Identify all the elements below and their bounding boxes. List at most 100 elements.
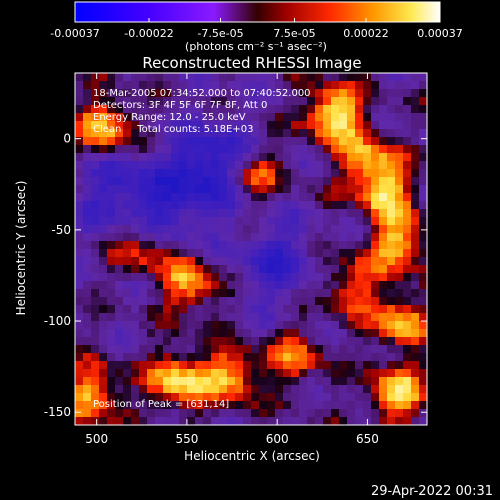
image-pixel [363, 409, 372, 418]
image-pixel [355, 209, 364, 218]
image-pixel [179, 329, 188, 338]
image-pixel [91, 393, 100, 402]
image-pixel [299, 97, 308, 106]
image-pixel [403, 81, 412, 90]
image-pixel [267, 289, 276, 298]
image-pixel [171, 353, 180, 362]
image-pixel [131, 137, 140, 146]
image-pixel [331, 169, 340, 178]
image-pixel [299, 393, 308, 402]
image-pixel [291, 217, 300, 226]
image-pixel [179, 225, 188, 234]
image-pixel [107, 393, 116, 402]
image-pixel [339, 73, 348, 82]
image-pixel [355, 289, 364, 298]
image-pixel [75, 145, 84, 154]
image-pixel [283, 417, 292, 425]
image-pixel [387, 409, 396, 418]
image-pixel [275, 121, 284, 130]
image-pixel [339, 97, 348, 106]
image-pixel [323, 73, 332, 82]
image-pixel [211, 225, 220, 234]
image-pixel [139, 97, 148, 106]
image-pixel [395, 209, 404, 218]
image-pixel [411, 113, 420, 122]
image-pixel [339, 305, 348, 314]
time-range-label: 18-Mar-2005 07:34:52.000 to 07:40:52.000 [93, 88, 311, 99]
image-pixel [411, 153, 420, 162]
image-pixel [171, 89, 180, 98]
image-pixel [379, 225, 388, 234]
image-pixel [403, 409, 412, 418]
image-pixel [219, 337, 228, 346]
image-pixel [379, 345, 388, 354]
image-pixel [291, 289, 300, 298]
image-pixel [227, 281, 236, 290]
image-pixel [211, 321, 220, 330]
image-pixel [155, 369, 164, 378]
image-pixel [363, 289, 372, 298]
image-pixel [211, 305, 220, 314]
image-pixel [251, 361, 260, 370]
image-pixel [347, 281, 356, 290]
image-pixel [99, 105, 108, 114]
image-pixel [355, 193, 364, 202]
image-pixel [251, 377, 260, 386]
image-pixel [187, 297, 196, 306]
image-pixel [403, 201, 412, 210]
image-pixel [283, 353, 292, 362]
image-pixel [259, 369, 268, 378]
colorbar-tick-label: -0.00022 [124, 27, 173, 40]
image-pixel [251, 201, 260, 210]
image-pixel [227, 393, 236, 402]
image-pixel [107, 121, 116, 130]
image-pixel [171, 105, 180, 114]
image-pixel [99, 153, 108, 162]
image-pixel [155, 113, 164, 122]
image-pixel [171, 369, 180, 378]
image-pixel [227, 145, 236, 154]
image-pixel [395, 169, 404, 178]
image-pixel [387, 169, 396, 178]
image-pixel [107, 281, 116, 290]
image-pixel [251, 241, 260, 250]
image-pixel [371, 185, 380, 194]
image-pixel [123, 417, 132, 425]
image-pixel [211, 273, 220, 282]
image-pixel [371, 297, 380, 306]
image-pixel [267, 401, 276, 410]
image-pixel [307, 113, 316, 122]
image-pixel [187, 177, 196, 186]
image-pixel [163, 113, 172, 122]
image-pixel [299, 417, 308, 425]
colorbar-gradient [74, 1, 441, 23]
image-pixel [395, 273, 404, 282]
image-pixel [139, 89, 148, 98]
image-pixel [379, 409, 388, 418]
image-pixel [387, 89, 396, 98]
image-pixel [155, 209, 164, 218]
image-pixel [251, 329, 260, 338]
image-pixel [307, 145, 316, 154]
image-pixel [131, 401, 140, 410]
image-pixel [243, 257, 252, 266]
image-pixel [331, 281, 340, 290]
image-pixel [355, 401, 364, 410]
image-pixel [235, 281, 244, 290]
image-pixel [123, 161, 132, 170]
image-pixel [379, 249, 388, 258]
image-pixel [331, 193, 340, 202]
image-pixel [203, 209, 212, 218]
image-pixel [371, 201, 380, 210]
image-pixel [355, 305, 364, 314]
image-pixel [371, 89, 380, 98]
image-pixel [75, 249, 84, 258]
image-pixel [259, 185, 268, 194]
image-pixel [131, 257, 140, 266]
image-pixel [243, 361, 252, 370]
image-pixel [243, 377, 252, 386]
image-pixel [171, 337, 180, 346]
image-pixel [379, 329, 388, 338]
image-pixel [123, 265, 132, 274]
image-pixel [315, 233, 324, 242]
